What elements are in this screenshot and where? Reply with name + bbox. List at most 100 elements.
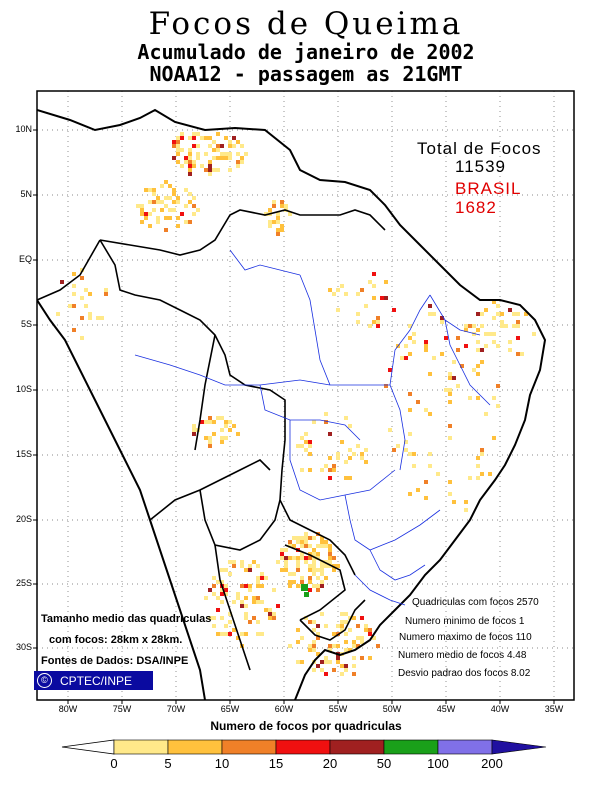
fire-cell bbox=[428, 464, 432, 468]
fire-cell bbox=[192, 196, 196, 200]
fire-cell bbox=[228, 560, 232, 564]
fire-cell bbox=[292, 572, 296, 576]
fire-cell bbox=[200, 420, 204, 424]
fire-cell bbox=[264, 608, 268, 612]
fire-cell bbox=[104, 288, 108, 292]
fire-cell bbox=[260, 600, 264, 604]
fire-cell bbox=[480, 360, 484, 364]
fire-cell bbox=[104, 292, 108, 296]
fire-cell bbox=[208, 172, 212, 176]
fire-cell bbox=[256, 580, 260, 584]
fire-cell bbox=[232, 600, 236, 604]
fire-cell bbox=[276, 220, 280, 224]
fire-cell bbox=[324, 576, 328, 580]
colorbar bbox=[61, 739, 547, 755]
fire-cell bbox=[168, 196, 172, 200]
fire-cell bbox=[512, 324, 516, 328]
fire-cell bbox=[196, 132, 200, 136]
fire-cell bbox=[308, 452, 312, 456]
fire-cell bbox=[344, 668, 348, 672]
fire-cell bbox=[244, 568, 248, 572]
fire-cell bbox=[380, 296, 384, 300]
fire-cell bbox=[332, 464, 336, 468]
fire-cell bbox=[220, 580, 224, 584]
fire-cell bbox=[284, 556, 288, 560]
fire-cell bbox=[224, 436, 228, 440]
fire-cell bbox=[276, 560, 280, 564]
fire-cell bbox=[200, 164, 204, 168]
fire-cell bbox=[276, 232, 280, 236]
colorbar-segment bbox=[275, 739, 331, 755]
fire-cell bbox=[144, 188, 148, 192]
fire-cell bbox=[284, 204, 288, 208]
fire-cell bbox=[340, 664, 344, 668]
lat-label: 20S bbox=[15, 514, 32, 524]
fire-cell bbox=[216, 580, 220, 584]
fire-cell bbox=[476, 456, 480, 460]
fire-cell bbox=[316, 556, 320, 560]
fire-cell bbox=[88, 292, 92, 296]
fire-cell bbox=[268, 220, 272, 224]
fire-cell bbox=[344, 612, 348, 616]
fire-cell bbox=[412, 332, 416, 336]
fire-cell bbox=[220, 440, 224, 444]
fire-cell bbox=[472, 368, 476, 372]
fire-cell bbox=[220, 600, 224, 604]
fire-cell bbox=[320, 540, 324, 544]
fire-cell bbox=[496, 384, 500, 388]
fire-cell bbox=[216, 148, 220, 152]
fire-cell bbox=[312, 560, 316, 564]
fire-cell bbox=[404, 440, 408, 444]
fire-cell bbox=[508, 308, 512, 312]
fire-cell bbox=[320, 660, 324, 664]
fire-cell bbox=[336, 660, 340, 664]
fire-cell bbox=[300, 536, 304, 540]
fire-cell bbox=[348, 648, 352, 652]
fire-cell bbox=[348, 448, 352, 452]
fire-cell bbox=[296, 660, 300, 664]
fire-cell bbox=[320, 612, 324, 616]
fire-cell bbox=[220, 156, 224, 160]
fire-cell bbox=[492, 396, 496, 400]
fire-cell bbox=[296, 540, 300, 544]
fire-cell bbox=[160, 200, 164, 204]
fire-cell bbox=[340, 620, 344, 624]
fire-cell bbox=[352, 672, 356, 676]
fire-cell bbox=[348, 456, 352, 460]
fire-cell bbox=[408, 432, 412, 436]
fire-cell bbox=[288, 212, 292, 216]
fire-cell bbox=[212, 148, 216, 152]
fire-cell bbox=[204, 168, 208, 172]
fire-cell bbox=[276, 604, 280, 608]
fire-cell bbox=[324, 464, 328, 468]
fire-cell bbox=[304, 448, 308, 452]
fire-cell bbox=[472, 332, 476, 336]
fire-cell bbox=[284, 548, 288, 552]
fire-cell bbox=[228, 612, 232, 616]
fire-cell bbox=[312, 536, 316, 540]
fire-cell bbox=[328, 660, 332, 664]
fire-cell bbox=[296, 536, 300, 540]
fire-cell bbox=[208, 616, 212, 620]
fire-cell bbox=[216, 144, 220, 148]
fire-cell bbox=[288, 540, 292, 544]
fire-cell bbox=[288, 556, 292, 560]
fire-cell bbox=[224, 420, 228, 424]
fire-cell bbox=[448, 400, 452, 404]
fire-cell bbox=[360, 616, 364, 620]
fire-cell bbox=[520, 352, 524, 356]
fire-cell bbox=[312, 556, 316, 560]
fire-cell bbox=[272, 200, 276, 204]
fire-cell bbox=[492, 436, 496, 440]
fire-cell bbox=[192, 204, 196, 208]
fire-cell bbox=[192, 212, 196, 216]
fire-cell bbox=[532, 332, 536, 336]
fire-cell bbox=[188, 192, 192, 196]
fire-cell bbox=[220, 588, 224, 592]
fire-cell bbox=[180, 164, 184, 168]
fire-cell bbox=[332, 568, 336, 572]
fire-cell bbox=[508, 348, 512, 352]
fire-cell bbox=[384, 280, 388, 284]
fire-cell bbox=[304, 556, 308, 560]
fire-cell bbox=[324, 624, 328, 628]
